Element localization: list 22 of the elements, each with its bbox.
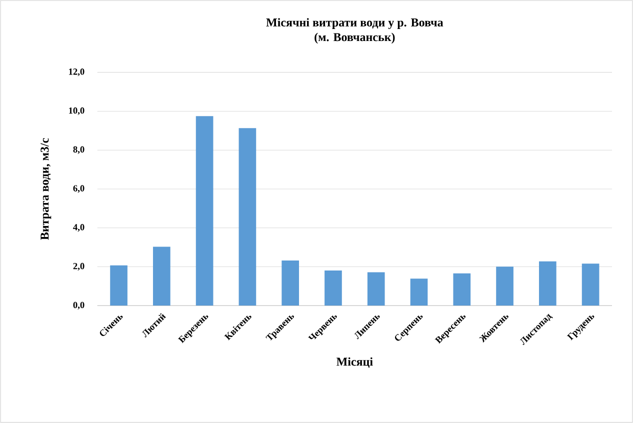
y-tick-label: 6,0	[73, 185, 84, 193]
bar	[367, 272, 385, 306]
y-tick-label: 8,0	[73, 146, 84, 154]
bar	[453, 273, 471, 306]
y-tick-label: 10,0	[69, 107, 84, 116]
y-tick-label: 4,0	[73, 224, 84, 232]
bar	[153, 246, 170, 306]
bar	[282, 260, 299, 306]
bar	[238, 128, 256, 306]
bar	[110, 265, 128, 306]
y-axis-title: Витрата води, м3/с	[40, 138, 52, 240]
bar	[582, 264, 600, 306]
y-tick-label: 2,0	[73, 262, 84, 271]
y-tick-label: 12,0	[69, 68, 84, 76]
bar	[324, 270, 342, 306]
chart-title: Місячні витрати води у р. Вовча (м. Вовчанськ)	[266, 18, 444, 44]
bar	[196, 116, 214, 306]
x-axis-title: Місяці	[336, 357, 373, 368]
bar	[496, 266, 514, 306]
bar	[410, 278, 428, 306]
bar	[538, 261, 556, 306]
y-tick-label: 0,0	[73, 302, 84, 310]
